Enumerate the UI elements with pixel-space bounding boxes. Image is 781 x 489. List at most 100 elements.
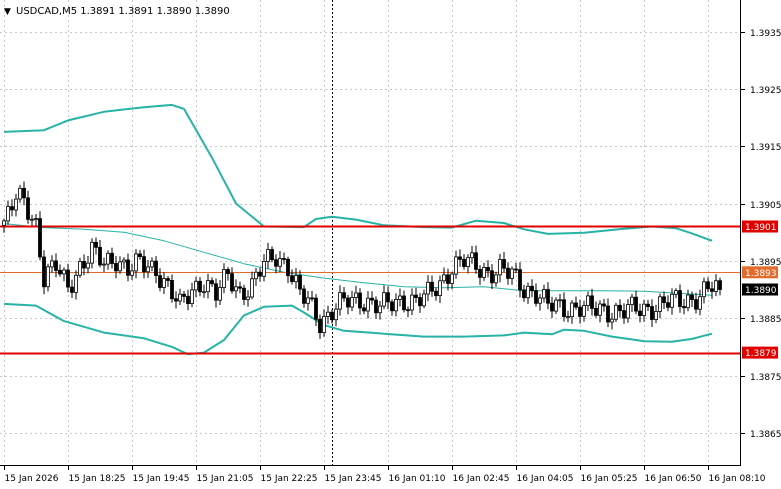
candle-body <box>294 274 298 283</box>
candle-body <box>662 296 666 303</box>
candle-body <box>538 297 542 304</box>
candle-body <box>390 301 394 312</box>
candle-body <box>502 259 506 269</box>
y-tick-label: 1.3935 <box>750 29 781 39</box>
candle-body <box>30 218 34 221</box>
candle-body <box>590 295 594 309</box>
candle-body <box>482 266 486 278</box>
candle-body <box>658 296 662 312</box>
candle-body <box>690 294 694 300</box>
candle-body <box>686 294 690 309</box>
candle-body <box>706 281 710 290</box>
candle-body <box>570 302 574 318</box>
candle-body <box>242 287 246 300</box>
candle-body <box>654 311 658 320</box>
level-label-support: 1.3879 <box>745 349 777 359</box>
candle-body <box>190 289 194 304</box>
candle-body <box>66 269 70 288</box>
candle-body <box>494 274 498 284</box>
candle-body <box>10 206 14 211</box>
candle-body <box>402 295 406 311</box>
menu-arrow-icon[interactable]: ▼ <box>4 7 11 17</box>
candle-body <box>406 309 410 312</box>
candle-body <box>334 308 338 321</box>
candle-body <box>350 297 354 308</box>
y-tick-label: 1.3895 <box>750 258 781 268</box>
candle-body <box>14 198 18 211</box>
candle-body <box>414 294 418 299</box>
candle-body <box>678 290 682 307</box>
candle-body <box>38 218 42 258</box>
candle-body <box>214 283 218 301</box>
candle-body <box>290 275 294 283</box>
candle-body <box>222 269 226 289</box>
candle-body <box>206 280 210 293</box>
candle-body <box>150 260 154 268</box>
candle-body <box>42 256 46 288</box>
x-tick-label: 16 Jan 01:10 <box>389 474 446 484</box>
candle-body <box>694 299 698 310</box>
candle-body <box>170 279 174 300</box>
candle-body <box>18 187 22 200</box>
candle-body <box>110 252 114 264</box>
candle-body <box>518 269 522 291</box>
candle-body <box>514 268 518 271</box>
candle-body <box>138 253 142 257</box>
y-tick-label: 1.3885 <box>750 315 781 325</box>
x-tick-label: 15 Jan 18:25 <box>69 474 126 484</box>
level-label-resistance: 1.3901 <box>745 223 777 233</box>
x-tick-label: 15 Jan 21:05 <box>197 474 254 484</box>
candle-body <box>134 253 138 272</box>
candle-body <box>106 252 110 265</box>
candle-body <box>182 293 186 297</box>
candle-body <box>442 274 446 282</box>
candle-body <box>258 271 262 277</box>
candle-body <box>98 246 102 266</box>
candle-body <box>398 295 402 300</box>
x-tick-label: 15 Jan 22:25 <box>261 474 318 484</box>
candle-body <box>330 311 334 321</box>
candle-body <box>646 303 650 308</box>
candle-body <box>26 197 30 220</box>
candle-body <box>374 299 378 314</box>
candle-body <box>586 295 590 306</box>
level-label-support-box <box>742 346 778 359</box>
candle-body <box>210 280 214 285</box>
candle-body <box>418 297 422 307</box>
candle-body <box>674 290 678 295</box>
candle-body <box>506 267 510 279</box>
x-tick-label: 16 Jan 04:05 <box>517 474 574 484</box>
candle-body <box>90 241 94 264</box>
current-price-label-box <box>742 283 778 296</box>
candle-body <box>234 286 238 292</box>
candle-body <box>378 305 382 314</box>
y-tick-label: 1.3915 <box>750 143 781 153</box>
candle-body <box>582 305 586 317</box>
candle-body <box>530 285 534 291</box>
candle-body <box>702 281 706 298</box>
candle-body <box>266 249 270 262</box>
candle-body <box>466 257 470 268</box>
candle-body <box>574 302 578 308</box>
x-tick-label: 16 Jan 05:25 <box>581 474 638 484</box>
candle-body <box>310 297 314 300</box>
candle-body <box>162 278 166 288</box>
y-tick-label: 1.3875 <box>750 373 781 383</box>
candle-body <box>542 289 546 299</box>
y-tick-label: 1.3925 <box>750 86 781 96</box>
price-axis[interactable]: 1.3935 1.3925 1.3915 1.3905 1.3895 1.3885 1.38… <box>741 29 781 440</box>
candle-body <box>554 299 558 312</box>
candle-body <box>382 292 386 307</box>
candle-body <box>354 292 358 298</box>
candle-body <box>718 280 722 290</box>
candle-body <box>54 260 58 271</box>
candle-body <box>250 278 254 298</box>
candle-body <box>710 288 714 292</box>
candle-body <box>322 316 326 334</box>
candle-body <box>282 258 286 260</box>
candle-body <box>94 241 98 248</box>
candle-body <box>550 302 554 312</box>
time-axis[interactable]: 15 Jan 2026 15 Jan 18:25 15 Jan 19:45 15 Ja… <box>4 466 766 484</box>
